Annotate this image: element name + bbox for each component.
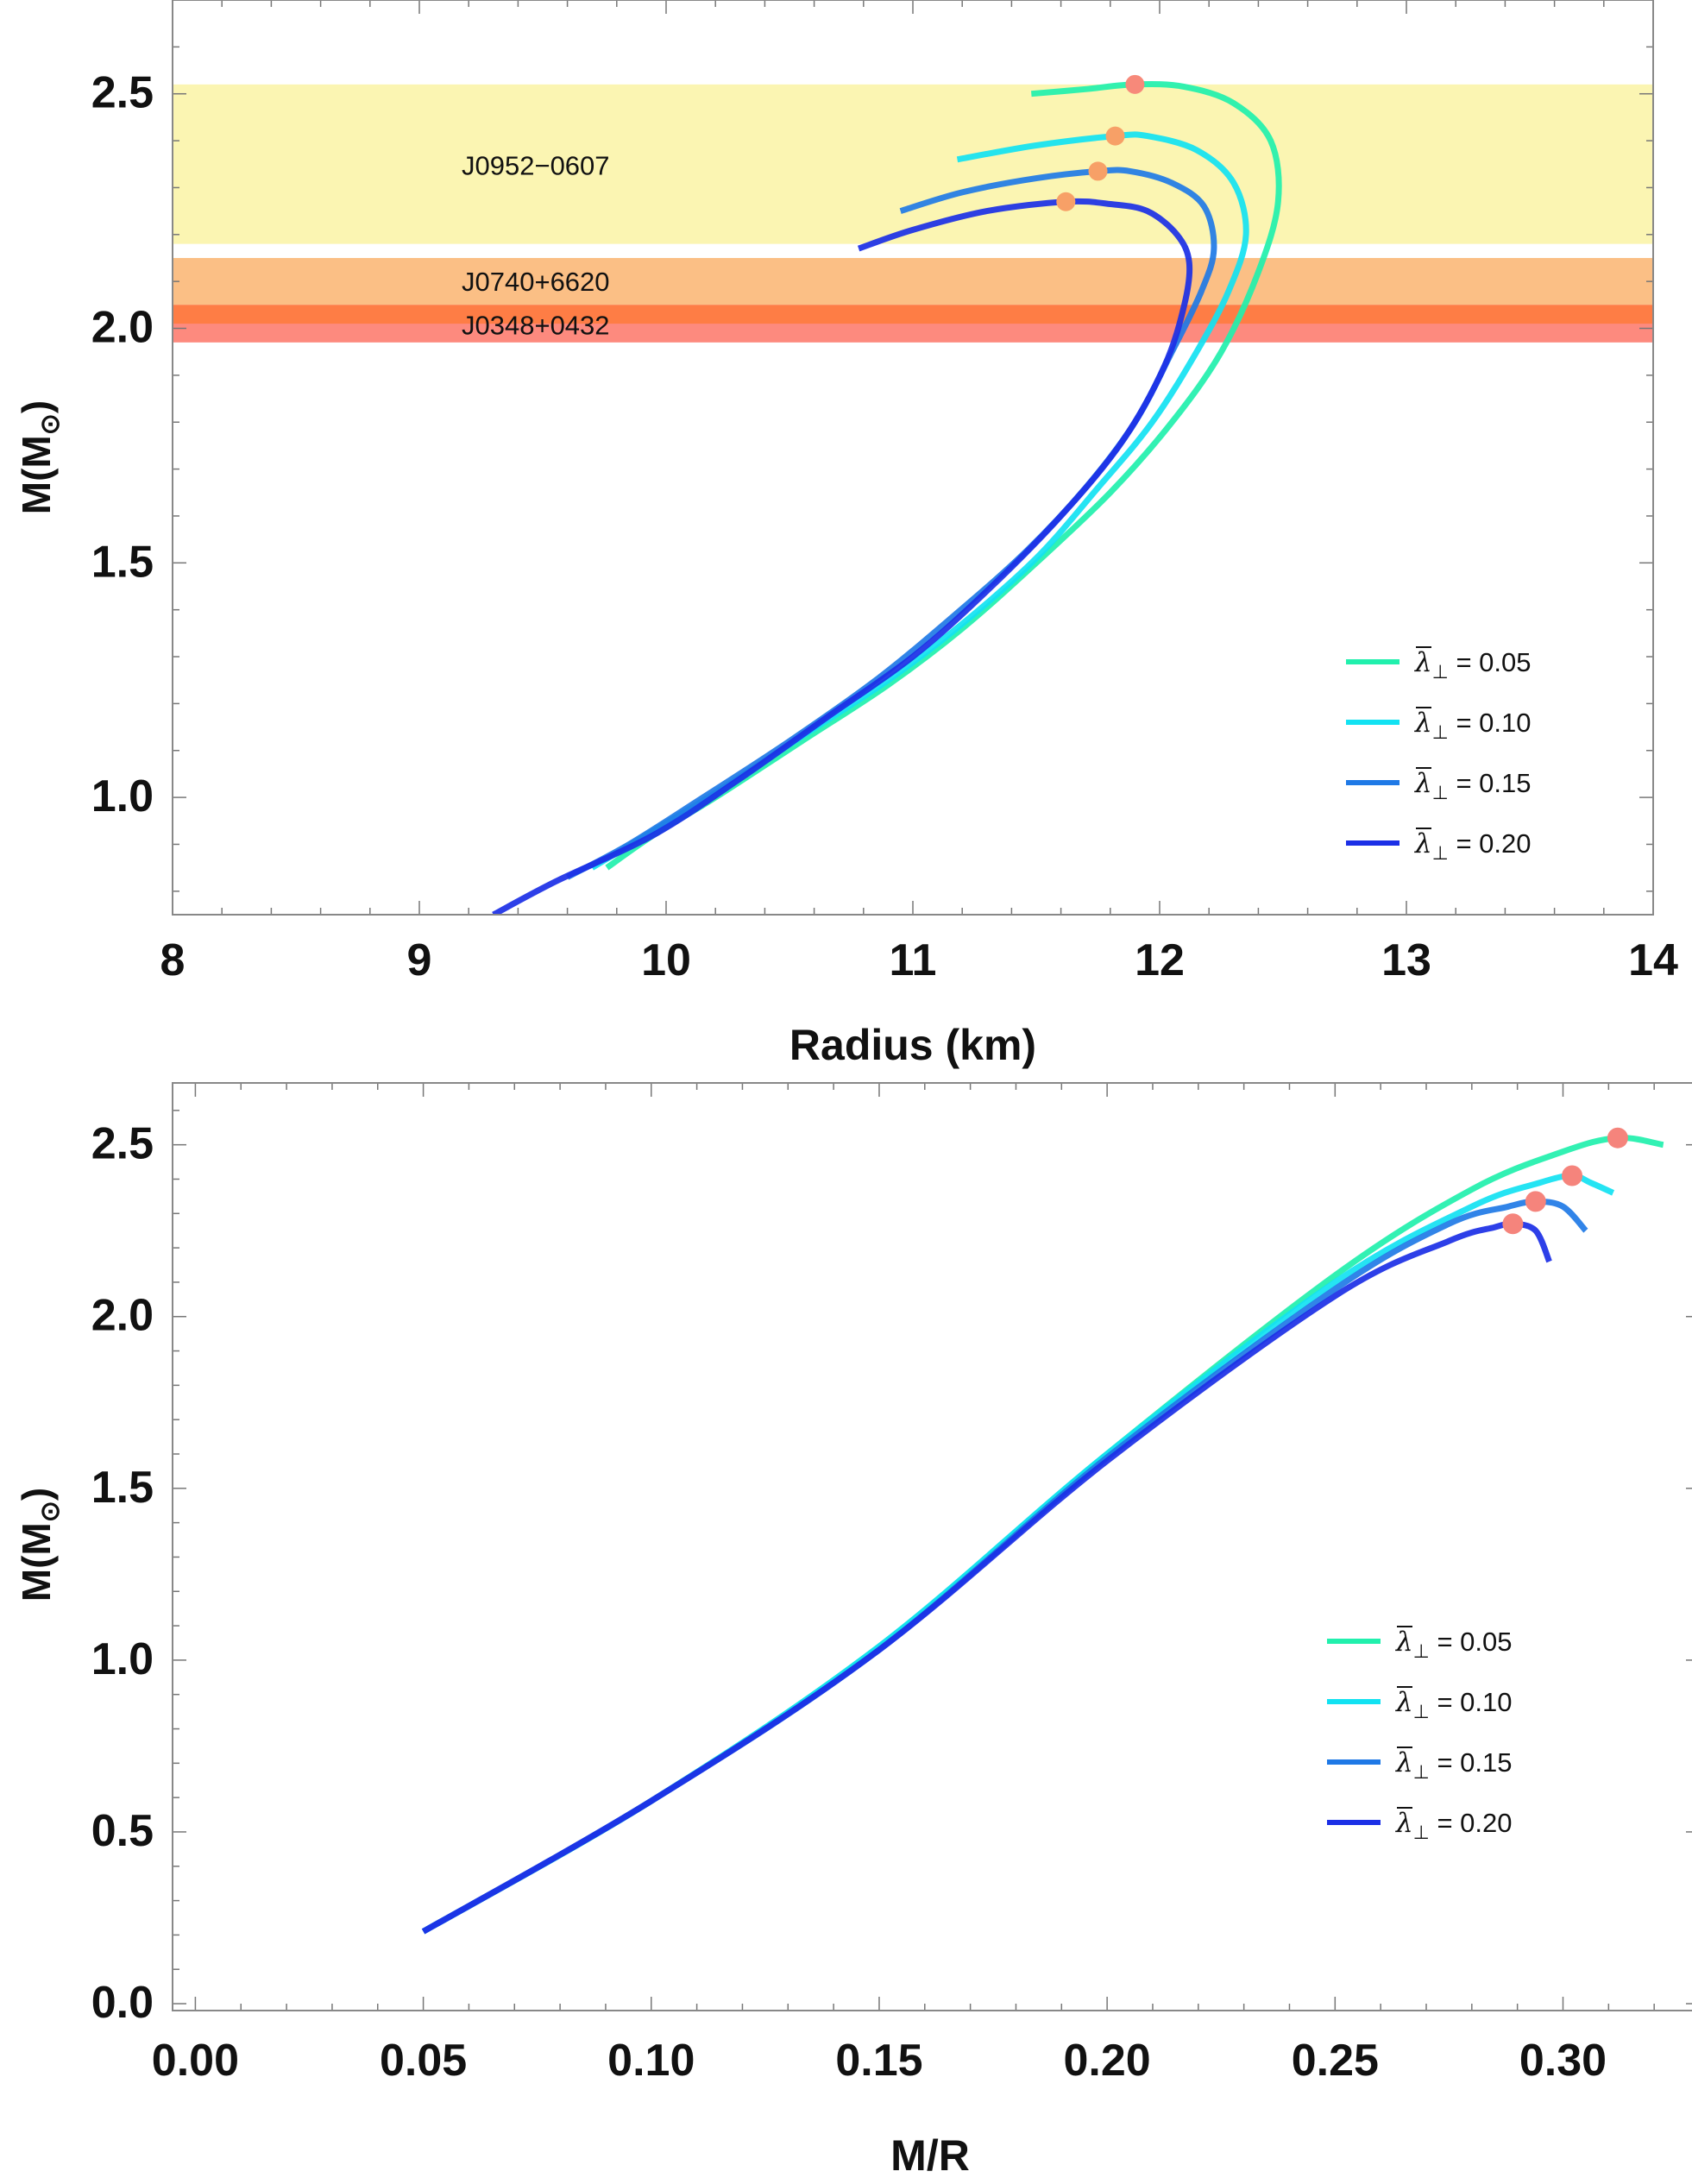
x-tick-label: 0.05 — [380, 2036, 467, 2086]
x-tick-label: 10 — [641, 935, 691, 985]
y-tick-labels: 0.0 0.5 1.0 1.5 2.0 2.5 — [91, 1119, 154, 2028]
band-J0952-0607 — [173, 84, 1653, 244]
y-axis-label: M(M⊙) — [14, 400, 65, 514]
legend-label-3: λ⊥ = 0.20 — [1413, 828, 1532, 864]
legend-label-2: λ⊥ = 0.15 — [1394, 1747, 1513, 1783]
x-tick-label: 0.15 — [835, 2036, 922, 2086]
band-label-J0348+0432: J0348+0432 — [462, 310, 610, 340]
pulsar-bands — [173, 84, 1653, 343]
y-tick-label: 2.5 — [91, 68, 154, 118]
legend-label-0: λ⊥ = 0.05 — [1413, 647, 1532, 683]
x-tick-label: 14 — [1628, 935, 1678, 985]
plot-frame — [172, 1082, 1692, 2011]
x-tick-label: 11 — [890, 935, 937, 985]
x-tick-label: 0.20 — [1064, 2036, 1151, 2086]
y-axis-label: M(M⊙) — [14, 1488, 65, 1602]
legend: λ⊥ = 0.05 λ⊥ = 0.10 λ⊥ = 0.15 λ⊥ = 0.20 — [1346, 646, 1532, 864]
legend-label-0: λ⊥ = 0.05 — [1394, 1627, 1513, 1662]
y-tick-label: 2.5 — [91, 1119, 154, 1169]
series-group — [421, 1127, 1664, 1935]
y-tick-label: 1.0 — [91, 1634, 154, 1684]
x-tick-label: 0.30 — [1519, 2036, 1607, 2086]
x-tick-label: 0.25 — [1292, 2036, 1379, 2086]
band-J0740+6620 — [173, 257, 1653, 305]
x-tick-label: 0.00 — [152, 2036, 239, 2086]
max-mass-point-3 — [1056, 192, 1076, 211]
max-mass-point-3 — [1502, 1213, 1524, 1235]
series-group — [492, 74, 1282, 915]
max-mass-point-2 — [1088, 161, 1108, 181]
y-tick-label: 0.0 — [91, 1978, 154, 2028]
x-tick-label: 9 — [407, 935, 432, 985]
max-mass-point-1 — [1105, 126, 1125, 146]
x-tick-label: 8 — [160, 935, 186, 985]
y-tick-label: 1.0 — [91, 771, 154, 821]
x-axis-label: M/R — [890, 2131, 970, 2180]
legend-label-1: λ⊥ = 0.10 — [1413, 708, 1532, 743]
series-line-0 — [605, 81, 1282, 871]
series-line-3 — [421, 1220, 1552, 1935]
x-tick-labels: 8 9 10 11 12 13 14 — [160, 935, 1678, 985]
y-tick-label: 1.5 — [91, 537, 154, 587]
x-axis-label: Radius (km) — [789, 1021, 1036, 1069]
axis-ticks — [172, 0, 1654, 915]
mass-radius-panel: 8 9 10 11 12 13 14 1.0 1.5 2.0 2.5 J0952−0607 J074… — [14, 0, 1678, 1069]
x-tick-label: 0.10 — [607, 2036, 695, 2086]
max-mass-point-1 — [1562, 1165, 1583, 1186]
axis-ticks — [173, 1083, 1692, 2011]
y-tick-labels: 1.0 1.5 2.0 2.5 — [91, 68, 154, 821]
max-mass-point-0 — [1125, 74, 1145, 94]
legend: λ⊥ = 0.05 λ⊥ = 0.10 λ⊥ = 0.15 λ⊥ = 0.20 — [1327, 1626, 1513, 1843]
series-line-1 — [590, 131, 1249, 871]
max-mass-point-2 — [1525, 1191, 1546, 1212]
band-label-J0740+6620: J0740+6620 — [462, 267, 610, 297]
band-labels: J0952−0607 J0740+6620 J0348+0432 — [462, 150, 610, 340]
x-tick-labels: 0.00 0.05 0.10 0.15 0.20 0.25 0.30 — [152, 2036, 1607, 2086]
legend-label-1: λ⊥ = 0.10 — [1394, 1687, 1513, 1722]
y-tick-label: 2.0 — [91, 1291, 154, 1341]
y-tick-label: 2.0 — [91, 303, 154, 353]
plot-frame — [172, 0, 1654, 916]
x-tick-label: 12 — [1135, 935, 1185, 985]
band-label-J0952-0607: J0952−0607 — [462, 150, 610, 180]
max-mass-point-0 — [1607, 1127, 1628, 1149]
mass-compactness-panel: 0.00 0.05 0.10 0.15 0.20 0.25 0.30 0.0 0.5 1.0 1.… — [14, 1082, 1692, 2180]
y-tick-label: 0.5 — [91, 1806, 154, 1856]
x-tick-label: 13 — [1381, 935, 1431, 985]
legend-label-3: λ⊥ = 0.20 — [1394, 1808, 1513, 1843]
legend-label-2: λ⊥ = 0.15 — [1413, 768, 1532, 803]
y-tick-label: 1.5 — [91, 1463, 154, 1513]
band-overlap — [173, 305, 1653, 324]
